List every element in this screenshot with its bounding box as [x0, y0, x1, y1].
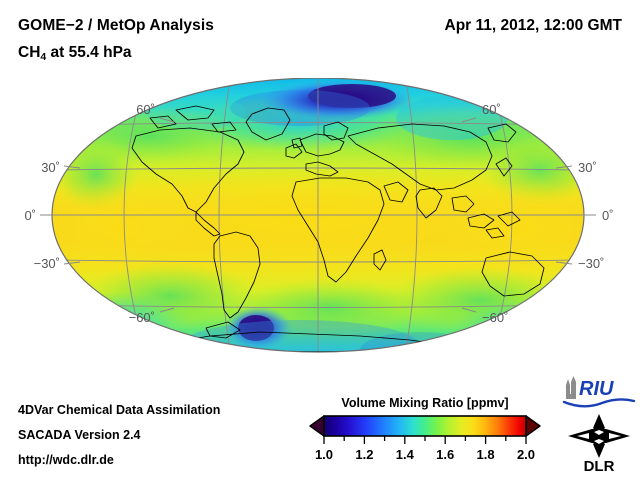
- coastline-australia: [481, 251, 545, 297]
- coastline-africa: [291, 177, 385, 283]
- colorbar-under-arrow: [309, 415, 325, 437]
- coastline-antarctica: [159, 331, 479, 352]
- colorbar-tick-1-0: 1.0: [315, 447, 333, 462]
- mollweide-map: 60˚ 30˚ 0˚ −30˚ −60˚ 60˚ 30˚ 0˚ −30˚ −60…: [24, 78, 614, 353]
- colorbar-gradient: [323, 415, 527, 437]
- lat-label-right-m30: −30˚: [578, 256, 604, 271]
- footer-line-method: 4DVar Chemical Data Assimilation: [18, 403, 221, 417]
- colorbar[interactable]: 1.0 1.2 1.4 1.6 1.8 2.0: [300, 414, 550, 474]
- dlr-wordmark: DLR: [584, 458, 615, 474]
- map-panel: 60˚ 30˚ 0˚ −30˚ −60˚ 60˚ 30˚ 0˚ −30˚ −60…: [0, 78, 640, 378]
- lat-label-left-30: 30˚: [41, 160, 60, 175]
- datetime-label: Apr 11, 2012, 12:00 GMT: [444, 17, 622, 34]
- lat-label-left-m60: −60˚: [129, 310, 155, 325]
- riu-swoosh-icon: [562, 398, 636, 408]
- colorbar-panel: Volume Mixing Ratio [ppmv]: [300, 396, 550, 474]
- page-title: GOME−2 / MetOp Analysis: [18, 17, 214, 34]
- coastline-north-america: [131, 127, 245, 213]
- species-pressure: at 55.4 hPa: [46, 44, 132, 61]
- riu-logo: RIU: [562, 376, 636, 408]
- coastline-south-america: [213, 231, 261, 319]
- footer-line-version: SACADA Version 2.4: [18, 428, 141, 442]
- colorbar-tick-1-2: 1.2: [355, 447, 373, 462]
- colorbar-tick-1-6: 1.6: [436, 447, 454, 462]
- graticule: [52, 78, 584, 352]
- lat-label-left-m30: −30˚: [34, 256, 60, 271]
- lat-label-right-0: 0˚: [602, 208, 614, 223]
- lat-label-right-m60: −60˚: [482, 310, 508, 325]
- coastlines: [131, 105, 571, 352]
- footer-line-url: http://wdc.dlr.de: [18, 453, 114, 467]
- dlr-logo: DLR: [568, 414, 630, 474]
- colorbar-title: Volume Mixing Ratio [ppmv]: [341, 396, 509, 410]
- riu-tower-icon: [566, 376, 576, 399]
- dlr-mark-cutouts: [577, 430, 621, 444]
- coastline-greenland: [245, 107, 291, 141]
- species-name: CH: [18, 44, 41, 61]
- lat-label-left-0: 0˚: [24, 208, 36, 223]
- lat-label-right-30: 30˚: [578, 160, 597, 175]
- data-field: [52, 78, 584, 352]
- colorbar-tick-labels: 1.0 1.2 1.4 1.6 1.8 2.0: [315, 447, 535, 462]
- colorbar-tick-1-4: 1.4: [396, 447, 415, 462]
- riu-wordmark: RIU: [579, 378, 614, 400]
- lat-label-left-60: 60˚: [136, 102, 155, 117]
- colorbar-ticks: [323, 436, 527, 444]
- colorbar-over-arrow: [525, 415, 541, 437]
- colorbar-tick-2-0: 2.0: [517, 447, 535, 462]
- latitude-axis: 60˚ 30˚ 0˚ −30˚ −60˚ 60˚ 30˚ 0˚ −30˚ −60…: [24, 102, 613, 325]
- dlr-mark-icon: [568, 414, 630, 458]
- lat-label-right-60: 60˚: [482, 102, 501, 117]
- colorbar-tick-1-8: 1.8: [477, 447, 495, 462]
- coastline-asia: [347, 123, 493, 191]
- species-subscript: 4: [40, 51, 47, 63]
- species-subtitle: CH4 at 55.4 hPa: [18, 44, 132, 63]
